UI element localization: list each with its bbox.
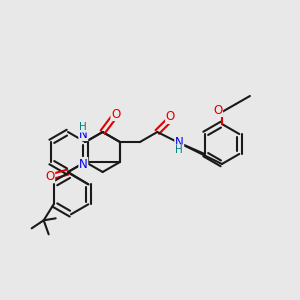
Text: H: H [176, 145, 183, 155]
Text: H: H [80, 122, 87, 132]
Text: O: O [166, 110, 175, 124]
Text: O: O [213, 103, 223, 116]
Text: O: O [45, 169, 55, 182]
Text: N: N [79, 158, 88, 170]
Text: O: O [111, 107, 120, 121]
Text: N: N [79, 128, 88, 140]
Text: N: N [175, 136, 184, 148]
